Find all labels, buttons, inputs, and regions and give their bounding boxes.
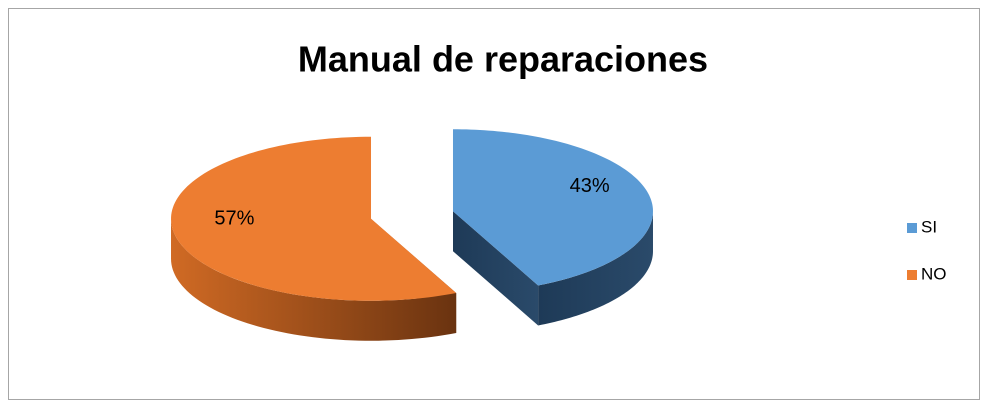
data-label: 57%: [214, 208, 254, 230]
legend-label: SI: [921, 217, 937, 236]
slice-face: [452, 211, 539, 326]
legend-swatch: [907, 270, 917, 280]
slice-wall: [171, 218, 457, 341]
legend-label: NO: [921, 264, 947, 283]
slice-wall: [538, 211, 653, 326]
pie-slice: [171, 136, 457, 301]
chart-title: Manual de reparaciones: [298, 39, 708, 80]
data-label: 43%: [570, 175, 610, 197]
legend-swatch: [907, 223, 917, 233]
pie-slice: [452, 129, 653, 286]
